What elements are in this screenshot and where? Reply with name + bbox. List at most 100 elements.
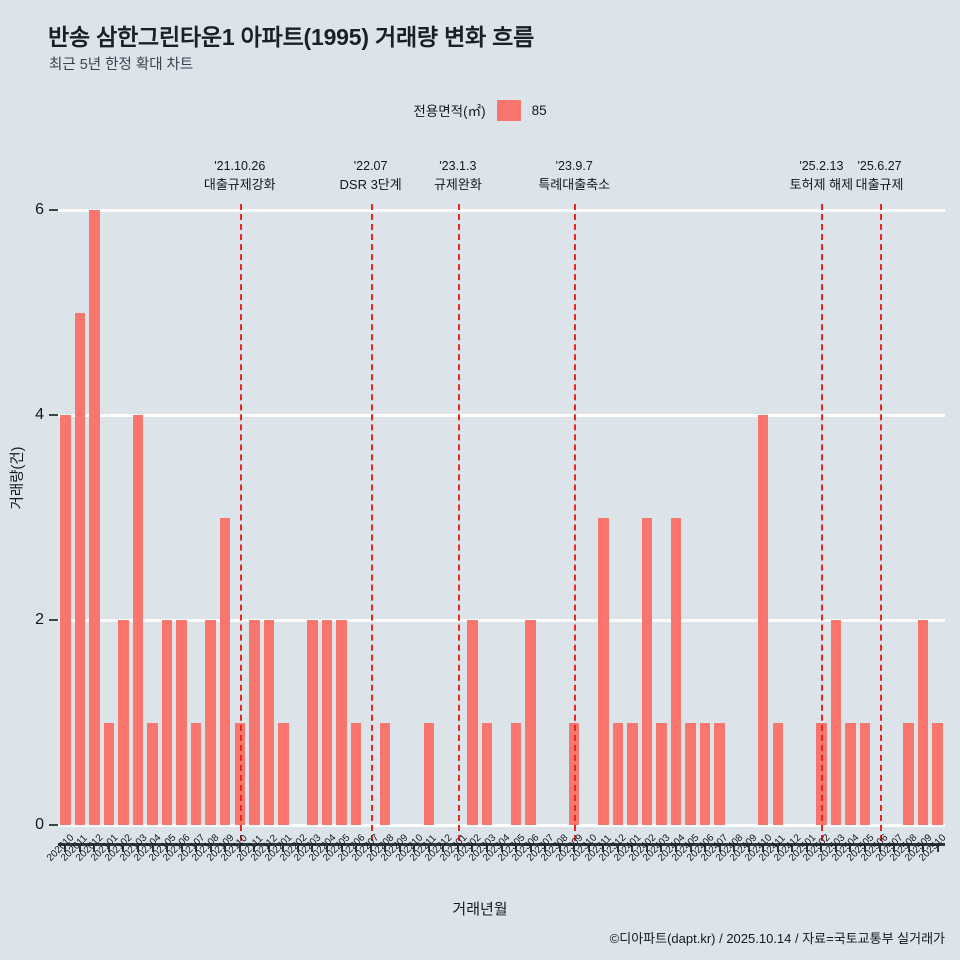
bar-202201[interactable] <box>278 722 289 825</box>
gridline-2 <box>58 618 945 622</box>
x-tick-mark-202502 <box>820 843 823 852</box>
bar-202303[interactable] <box>481 722 493 825</box>
event-date-202506: '25.6.27 <box>857 159 902 173</box>
x-tick-mark-202312 <box>616 843 619 852</box>
bar-202104[interactable] <box>147 722 158 825</box>
event-label-202502: '25.2.13 토허제 해제 <box>790 158 853 194</box>
x-tick-mark-202201 <box>282 843 285 852</box>
bar-202312[interactable] <box>612 722 624 825</box>
bar-202405[interactable] <box>685 722 696 825</box>
y-tick-label-6: 6 <box>35 201 44 218</box>
event-line-202301 <box>457 204 460 841</box>
event-text-202207: DSR 3단계 <box>339 177 402 192</box>
bar-202106[interactable] <box>176 620 187 825</box>
y-axis-title: 거래량(건) <box>10 446 26 510</box>
x-tick-mark-202508 <box>907 843 910 852</box>
bar-202111[interactable] <box>249 620 260 825</box>
bar-series <box>58 210 945 825</box>
x-tick-mark-202505 <box>864 843 867 852</box>
bar-202407[interactable] <box>714 722 725 825</box>
x-tick-mark-202210 <box>413 843 416 852</box>
page-title: 반송 삼한그린타운1 아파트(1995) 거래량 변화 흐름 <box>48 24 535 50</box>
x-tick-mark-202503 <box>834 843 837 852</box>
x-tick-mark-202102 <box>122 843 125 852</box>
event-date-202309: '23.9.7 <box>555 159 593 173</box>
y-tick-label-2: 2 <box>35 611 44 628</box>
bar-202107[interactable] <box>190 722 202 825</box>
x-tick-mark-202509 <box>922 843 925 852</box>
gridline-0 <box>58 823 945 827</box>
bar-202204[interactable] <box>321 620 333 825</box>
bar-202505[interactable] <box>859 722 871 825</box>
bar-202101[interactable] <box>103 722 115 825</box>
event-date-202301: '23.1.3 <box>439 159 477 173</box>
event-date-202110: '21.10.26 <box>214 159 266 173</box>
bar-202112[interactable] <box>263 620 275 825</box>
x-tick-mark-202106 <box>180 843 183 852</box>
bar-202402[interactable] <box>641 517 653 825</box>
bar-202401[interactable] <box>627 722 638 825</box>
x-tick-mark-202507 <box>893 843 896 852</box>
x-tick-mark-202206 <box>355 843 358 852</box>
x-tick-mark-202211 <box>427 843 430 852</box>
bar-202302[interactable] <box>467 620 478 825</box>
x-tick-mark-202403 <box>660 843 663 852</box>
y-tick-mark-2 <box>49 619 58 621</box>
bar-202205[interactable] <box>336 620 347 825</box>
x-tick-mark-202408 <box>733 843 736 852</box>
bar-202208[interactable] <box>379 722 391 825</box>
footer-credit: ©디아파트(dapt.kr) / 2025.10.14 / 자료=국토교통부 실… <box>609 931 945 946</box>
y-tick-mark-4 <box>49 414 58 416</box>
bar-202105[interactable] <box>161 620 173 825</box>
x-tick-mark-202405 <box>689 843 692 852</box>
bar-202306[interactable] <box>525 620 536 825</box>
x-tick-mark-202101 <box>107 843 110 852</box>
bar-202510[interactable] <box>932 722 943 825</box>
bar-202012[interactable] <box>89 210 100 825</box>
x-tick-mark-202510 <box>936 843 939 852</box>
bar-202211[interactable] <box>423 722 435 825</box>
event-label-202301: '23.1.3 규제완화 <box>434 158 482 194</box>
event-line-202207 <box>370 204 373 841</box>
x-tick-mark-202112 <box>267 843 270 852</box>
bar-202311[interactable] <box>598 517 609 825</box>
event-label-202309: '23.9.7 특례대출축소 <box>538 158 610 194</box>
legend-label-85: 85 <box>531 102 547 118</box>
bar-202411[interactable] <box>772 722 783 825</box>
bar-202206[interactable] <box>350 722 362 825</box>
bar-202102[interactable] <box>118 620 129 825</box>
bar-202010[interactable] <box>60 415 71 825</box>
bar-202109[interactable] <box>219 517 231 825</box>
bar-202410[interactable] <box>758 415 769 825</box>
x-tick-mark-202104 <box>151 843 154 852</box>
bar-202305[interactable] <box>510 722 522 825</box>
event-text-202506: 대출규제 <box>855 177 904 192</box>
bar-202108[interactable] <box>205 620 216 825</box>
x-tick-mark-202501 <box>805 843 808 852</box>
x-tick-mark-202111 <box>253 843 256 852</box>
event-label-202110: '21.10.26 대출규제강화 <box>204 158 276 194</box>
bar-202508[interactable] <box>903 722 914 825</box>
bar-202103[interactable] <box>132 415 144 825</box>
bar-202011[interactable] <box>74 312 86 825</box>
event-text-202301: 규제완화 <box>433 177 482 192</box>
x-tick-mark-202208 <box>384 843 387 852</box>
event-line-202506 <box>879 204 882 841</box>
legend-swatch-85 <box>496 99 521 121</box>
bar-202203[interactable] <box>307 620 318 825</box>
bar-202403[interactable] <box>656 722 667 825</box>
bar-202404[interactable] <box>670 517 682 825</box>
bar-202406[interactable] <box>699 722 711 825</box>
bar-202503[interactable] <box>830 620 842 825</box>
x-axis-title: 거래년월 <box>452 901 508 918</box>
x-tick-mark-202108 <box>209 843 212 852</box>
event-text-202110: 대출규제강화 <box>203 177 276 192</box>
bar-202509[interactable] <box>917 620 929 825</box>
x-tick-mark-202203 <box>311 843 314 852</box>
bar-202504[interactable] <box>845 722 856 825</box>
x-tick-mark-202412 <box>791 843 794 852</box>
x-tick-mark-202301 <box>456 843 459 852</box>
x-tick-mark-202402 <box>645 843 648 852</box>
x-tick-mark-202311 <box>602 843 605 852</box>
event-label-202207: '22.07 DSR 3단계 <box>340 158 402 194</box>
